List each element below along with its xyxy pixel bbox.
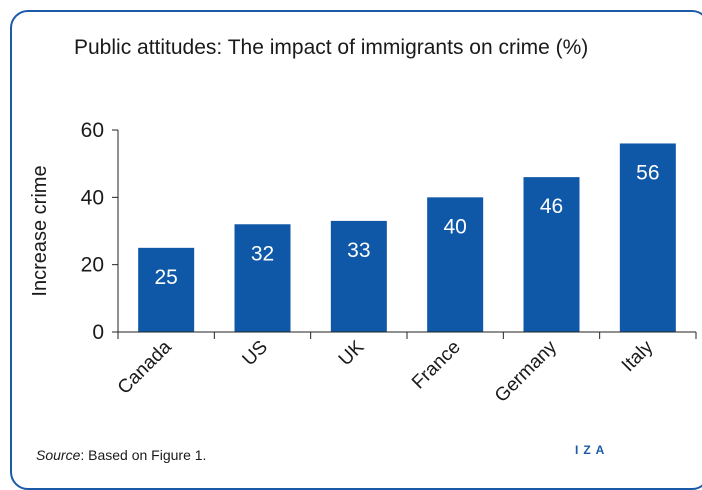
bar-value-label: 46 <box>540 195 563 218</box>
x-tick-label: Germany <box>491 336 561 406</box>
bar-value-label: 40 <box>443 215 466 238</box>
bar <box>234 224 291 332</box>
y-tick-label: 0 <box>92 321 104 344</box>
chart-title: Public attitudes: The impact of immigran… <box>74 36 589 59</box>
bar <box>523 177 580 332</box>
iza-logo: IZA <box>575 443 610 457</box>
bar <box>330 220 387 332</box>
bar <box>619 143 676 332</box>
x-tick-label: Italy <box>618 336 658 376</box>
bar <box>138 247 195 332</box>
x-tick-label: US <box>239 337 273 371</box>
bar-value-label: 33 <box>347 239 370 262</box>
source-note: Source: Based on Figure 1. <box>36 447 206 463</box>
x-tick-label: France <box>408 337 465 394</box>
bar-value-label: 32 <box>251 242 274 265</box>
bar-value-label: 56 <box>636 161 659 184</box>
bar <box>427 197 484 332</box>
y-axis-title: Increase crime <box>29 165 51 296</box>
y-tick-label: 60 <box>81 119 104 142</box>
y-tick-label: 40 <box>81 186 104 209</box>
x-tick-label: Canada <box>114 336 176 398</box>
y-tick-label: 20 <box>81 254 104 277</box>
bar-value-label: 25 <box>154 266 177 289</box>
source-text: : Based on Figure 1. <box>80 447 207 463</box>
x-tick-label: UK <box>335 336 369 370</box>
source-label: Source <box>36 447 81 463</box>
